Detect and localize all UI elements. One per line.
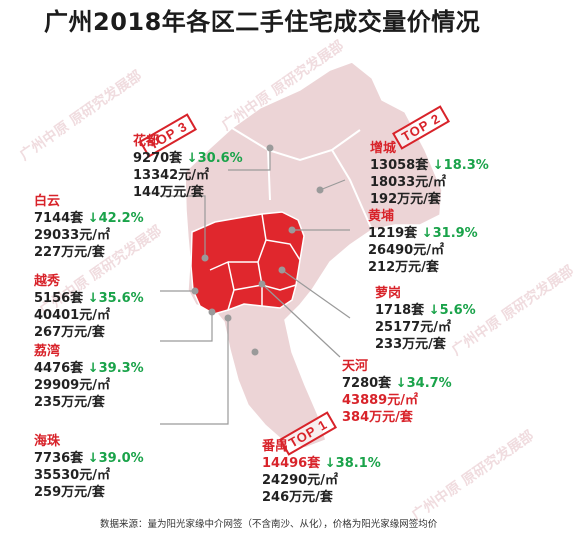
map-inner-borders xyxy=(231,127,373,341)
deal-count: 7144套 xyxy=(34,211,84,226)
map-central-borders xyxy=(209,213,301,311)
total-price: 227万元/套 xyxy=(34,245,105,260)
total-price: 246万元/套 xyxy=(262,490,333,505)
unit-price: 29033元/㎡ xyxy=(34,228,110,243)
unit-price: 40401元/㎡ xyxy=(34,308,110,323)
total-price: 267万元/套 xyxy=(34,325,105,340)
district-tianhe: 天河 7280套 ↓34.7% 43889元/㎡ 384万元/套 xyxy=(342,358,452,426)
change-rate: ↓30.6% xyxy=(186,151,243,166)
change-rate: ↓18.3% xyxy=(432,158,489,173)
change-rate: ↓39.0% xyxy=(87,451,144,466)
source-note: 数据来源：量为阳光家缘中介网签（不含南沙、从化），价格为阳光家缘网签均价 xyxy=(100,519,438,530)
unit-price: 13342元/㎡ xyxy=(133,168,209,183)
district-name: 越秀 xyxy=(34,274,61,289)
district-name: 白云 xyxy=(34,194,61,209)
total-price: 235万元/套 xyxy=(34,395,105,410)
district-haizhu: 海珠 7736套 ↓39.0% 35530元/㎡ 259万元/套 xyxy=(34,433,144,501)
district-name: 天河 xyxy=(342,359,369,374)
district-name: 增城 xyxy=(370,141,397,156)
total-price: 212万元/套 xyxy=(368,260,439,275)
change-rate: ↓35.6% xyxy=(87,291,144,306)
unit-price: 26490元/㎡ xyxy=(368,243,444,258)
district-name: 萝岗 xyxy=(375,286,402,301)
change-rate: ↓42.2% xyxy=(87,211,144,226)
deal-count: 13058套 xyxy=(370,158,429,173)
district-name: 海珠 xyxy=(34,434,61,449)
district-zengcheng: 增城 13058套 ↓18.3% 18033元/㎡ 192万元/套 xyxy=(370,140,489,208)
district-name: 花都 xyxy=(133,134,160,149)
district-liwan: 荔湾 4476套 ↓39.3% 29909元/㎡ 235万元/套 xyxy=(34,343,144,411)
district-yuexiu: 越秀 5156套 ↓35.6% 40401元/㎡ 267万元/套 xyxy=(34,273,144,341)
district-huangpu: 黄埔 1219套 ↓31.9% 26490元/㎡ 212万元/套 xyxy=(368,208,478,276)
unit-price: 18033元/㎡ xyxy=(370,175,446,190)
leader-lines xyxy=(160,148,351,425)
deal-count: 1219套 xyxy=(368,226,418,241)
deal-count: 7280套 xyxy=(342,376,392,391)
unit-price: 25177元/㎡ xyxy=(375,320,451,335)
district-huadu: 花都 9270套 ↓30.6% 13342元/㎡ 144万元/套 xyxy=(133,133,243,201)
total-price: 233万元/套 xyxy=(375,337,446,352)
unit-price: 24290元/㎡ xyxy=(262,473,338,488)
district-baiyun: 白云 7144套 ↓42.2% 29033元/㎡ 227万元/套 xyxy=(34,193,144,261)
total-price: 384万元/套 xyxy=(342,410,413,425)
deal-count: 5156套 xyxy=(34,291,84,306)
change-rate: ↓38.1% xyxy=(324,456,381,471)
total-price: 259万元/套 xyxy=(34,485,105,500)
map-central-districts xyxy=(190,211,305,315)
deal-count: 14496套 xyxy=(262,456,321,471)
district-name: 黄埔 xyxy=(368,209,395,224)
change-rate: ↓31.9% xyxy=(421,226,478,241)
unit-price: 35530元/㎡ xyxy=(34,468,110,483)
unit-price: 29909元/㎡ xyxy=(34,378,110,393)
deal-count: 4476套 xyxy=(34,361,84,376)
change-rate: ↓5.6% xyxy=(428,303,476,318)
deal-count: 1718套 xyxy=(375,303,425,318)
district-name: 番禺 xyxy=(262,439,289,454)
deal-count: 7736套 xyxy=(34,451,84,466)
district-name: 荔湾 xyxy=(34,344,61,359)
change-rate: ↓39.3% xyxy=(87,361,144,376)
change-rate: ↓34.7% xyxy=(395,376,452,391)
deal-count: 9270套 xyxy=(133,151,183,166)
page-title: 广州2018年各区二手住宅成交量价情况 xyxy=(44,8,481,36)
leader-dots xyxy=(191,144,324,356)
total-price: 192万元/套 xyxy=(370,192,441,207)
district-luogang: 萝岗 1718套 ↓5.6% 25177元/㎡ 233万元/套 xyxy=(375,285,476,353)
district-panyu: 番禺 14496套 ↓38.1% 24290元/㎡ 246万元/套 xyxy=(262,438,381,506)
total-price: 144万元/套 xyxy=(133,185,204,200)
unit-price: 43889元/㎡ xyxy=(342,393,418,408)
